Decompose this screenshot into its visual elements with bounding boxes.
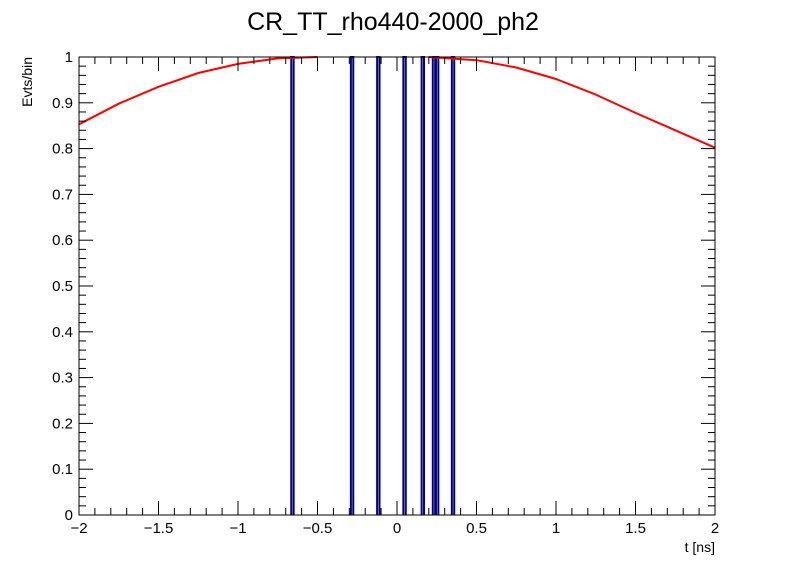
x-axis-label: t [ns] <box>685 539 715 555</box>
y-tick-label: 0.3 <box>52 370 73 387</box>
axis-ticks <box>78 56 716 516</box>
x-tick-label: −1.5 <box>144 520 174 537</box>
y-tick-label: 0.6 <box>52 232 73 249</box>
fit-curves <box>78 56 716 149</box>
y-tick-labels: 0 0.1 0.2 0.3 0.4 0.5 0.6 0.7 0.8 0.9 1 <box>52 49 73 524</box>
chart-title: CR_TT_rho440-2000_ph2 <box>247 8 539 36</box>
fit-curve-left <box>78 56 318 126</box>
y-tick-label: 0.5 <box>52 278 73 295</box>
x-tick-label: 1.5 <box>625 520 646 537</box>
y-tick-label: 0.1 <box>52 461 73 478</box>
y-axis-label: Evts/bin <box>19 57 35 107</box>
y-tick-label: 0.2 <box>52 415 73 432</box>
fit-curve-right <box>428 56 716 149</box>
y-tick-label: 0.8 <box>52 141 73 158</box>
y-tick-label: 0 <box>65 507 73 524</box>
y-tick-label: 0.9 <box>52 95 73 112</box>
x-tick-label: −1 <box>229 520 246 537</box>
x-tick-label: −0.5 <box>303 520 333 537</box>
x-tick-label: 0.5 <box>466 520 487 537</box>
y-tick-label: 0.7 <box>52 186 73 203</box>
y-tick-label: 0.4 <box>52 324 73 341</box>
x-tick-label: 0 <box>393 520 401 537</box>
x-tick-label: 1 <box>552 520 560 537</box>
y-tick-label: 1 <box>65 49 73 66</box>
x-tick-label: 2 <box>711 520 719 537</box>
x-tick-labels: −2 −1.5 −1 −0.5 0 0.5 1 1.5 2 <box>70 520 719 537</box>
x-tick-label: −2 <box>70 520 87 537</box>
